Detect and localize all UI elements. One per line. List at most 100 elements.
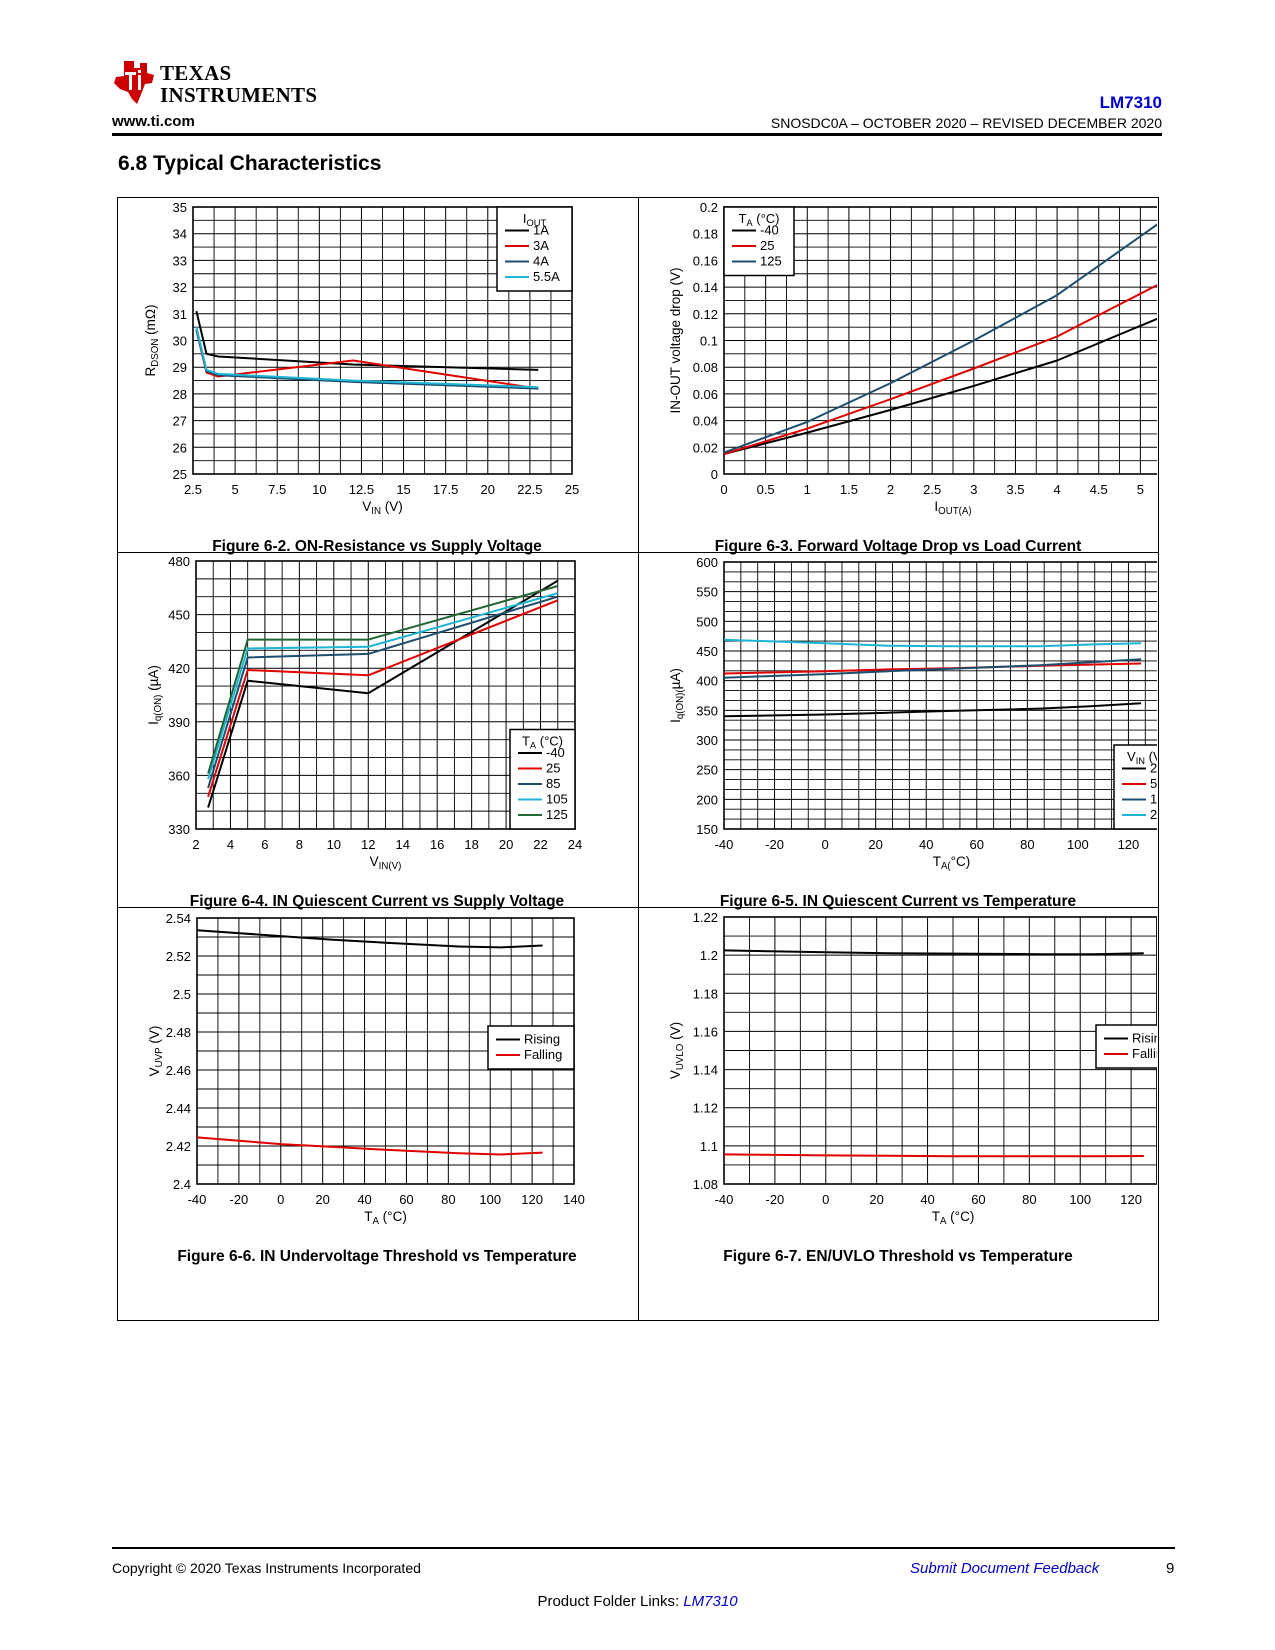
y-tick-label: 1.12 [693,1101,718,1116]
y-tick-label: 450 [696,644,718,659]
x-tick-label: 10 [327,837,341,852]
y-tick-label: 2.48 [166,1025,191,1040]
plot-frame [723,206,1157,475]
x-tick-label: 4 [1053,482,1060,497]
x-tick-label: 100 [1067,837,1089,852]
x-tick-label: -20 [229,1192,248,1207]
page-header: TEXAS INSTRUMENTS www.ti.com LM7310 SNOS… [0,0,1275,140]
y-tick-label: 1.16 [693,1024,718,1039]
figure-caption: Figure 6-3. Forward Voltage Drop vs Load… [714,538,1082,555]
x-tick-label: 2.5 [923,482,941,497]
y-tick-label: 2.46 [166,1063,191,1078]
y-axis-label: Iq(ON) (µA) [146,665,164,725]
website-link[interactable]: www.ti.com [112,113,195,130]
product-folder-link[interactable]: LM7310 [683,1593,738,1610]
legend-entry: Falling [524,1047,562,1062]
y-tick-label: 390 [168,715,190,730]
x-tick-label: 12 [361,837,375,852]
x-tick-label: 0 [822,1192,829,1207]
figure-caption: Figure 6-7. EN/UVLO Threshold vs Tempera… [723,1248,1073,1265]
legend-entry: 5 [1150,776,1157,791]
x-tick-label: 2.5 [184,482,202,497]
legend-entry: -40 [546,745,565,760]
legend-entry: Rising [524,1032,560,1047]
x-tick-label: 18 [464,837,478,852]
legend-box [487,1025,575,1070]
x-tick-label: 5 [231,482,238,497]
x-tick-label: 140 [563,1192,585,1207]
legend-entry: 3A [533,238,549,253]
series-line-105 [207,592,559,780]
x-tick-label: 14 [395,837,409,852]
x-tick-label: 20 [868,837,882,852]
x-tick-label: 60 [399,1192,413,1207]
chart-svg: 00.511.522.533.544.555.500.020.040.060.0… [668,200,1157,517]
y-tick-label: 0.04 [693,414,718,429]
document-info: SNOSDC0A – OCTOBER 2020 – REVISED DECEMB… [770,115,1162,131]
grid-lines [723,916,1157,1185]
y-tick-label: 500 [696,614,718,629]
x-axis-label: VIN(V) [370,854,402,872]
x-tick-label: 20 [315,1192,329,1207]
footer-rule [112,1547,1175,1549]
legend-entry: 23 [1150,807,1157,822]
figure-caption: Figure 6-4. IN Quiescent Current vs Supp… [189,893,565,910]
legend-entry: Falling [1132,1046,1157,1061]
y-tick-label: 300 [696,733,718,748]
x-tick-label: 10 [312,482,326,497]
part-number-link[interactable]: LM7310 [1099,93,1162,112]
grid-divider-horizontal-1 [118,552,1158,553]
y-tick-label: 1.22 [693,910,718,925]
series-line-23 [723,638,1142,648]
x-tick-label: 100 [1069,1192,1091,1207]
chart-iq-vs-vin: 2 4 6 8 10 12 14 16 18 20 22 24 330 360 390 420 450 480 VI… [118,553,636,926]
chart-rdson-vs-vin: 2.5 5 7.5 10 12.5 15 17.5 20 22.5 25 25 26 27 28 29 30 3… [118,198,636,571]
y-tick-label: 1.1 [700,1139,718,1154]
y-tick-label: 0.06 [693,387,718,402]
chart-grid: 2.5 5 7.5 10 12.5 15 17.5 20 22.5 25 25 26 27 28 29 30 3… [117,197,1159,1321]
y-tick-label: 400 [696,674,718,689]
x-tick-label: 8 [296,837,303,852]
x-axis-label: TA (°C) [364,1209,407,1227]
page-number: 9 [1166,1560,1175,1577]
series-line-1A [195,310,539,371]
y-tick-label: 30 [173,334,187,349]
series-line-25 [723,284,1157,455]
y-tick-label: 2.44 [166,1101,191,1116]
series-line-Rising [196,929,543,949]
y-tick-label: 1.08 [693,1177,718,1192]
y-tick-label: 25 [173,467,187,482]
y-axis-label: Iq(ON)(µA) [668,668,686,723]
y-tick-label: 550 [696,585,718,600]
x-tick-label: 40 [919,837,933,852]
series-line-Falling [196,1136,543,1156]
series-line-125 [207,585,559,774]
y-tick-label: 0.14 [693,280,718,295]
y-tick-label: 0.02 [693,440,718,455]
y-tick-label: 480 [168,554,190,569]
legend-title: VIN (V) [1127,749,1157,766]
y-axis-label: RDSON (mΩ) [143,305,161,377]
x-tick-label: 5 [1137,482,1144,497]
copyright-text: Copyright © 2020 Texas Instruments Incor… [112,1560,421,1576]
chart-svg: -40-200204060801001201401502002503003504… [668,555,1157,872]
ti-wordmark: TEXAS INSTRUMENTS [160,62,317,106]
plot-frame [723,561,1157,830]
ti-state-icon [114,61,154,104]
legend-box [1113,744,1157,830]
y-tick-label: 0.18 [693,227,718,242]
y-tick-label: 35 [173,200,187,215]
x-tick-label: 2 [192,837,199,852]
ti-logo[interactable]: TEXAS INSTRUMENTS [110,58,350,110]
legend-entry: 85 [546,776,560,791]
y-tick-label: 330 [168,822,190,837]
y-tick-label: 32 [173,280,187,295]
legend-entry: 12 [1150,792,1157,807]
submit-feedback-link[interactable]: Submit Document Feedback [910,1560,1100,1577]
chart-svg: 2 4 6 8 10 12 14 16 18 20 22 24330360390420450480VI… [146,554,582,872]
series-line-12 [723,658,1142,679]
chart-voltage-drop-vs-iout: 00.511.522.533.544.555.500.020.040.060.0… [639,198,1157,571]
y-tick-label: 28 [173,387,187,402]
